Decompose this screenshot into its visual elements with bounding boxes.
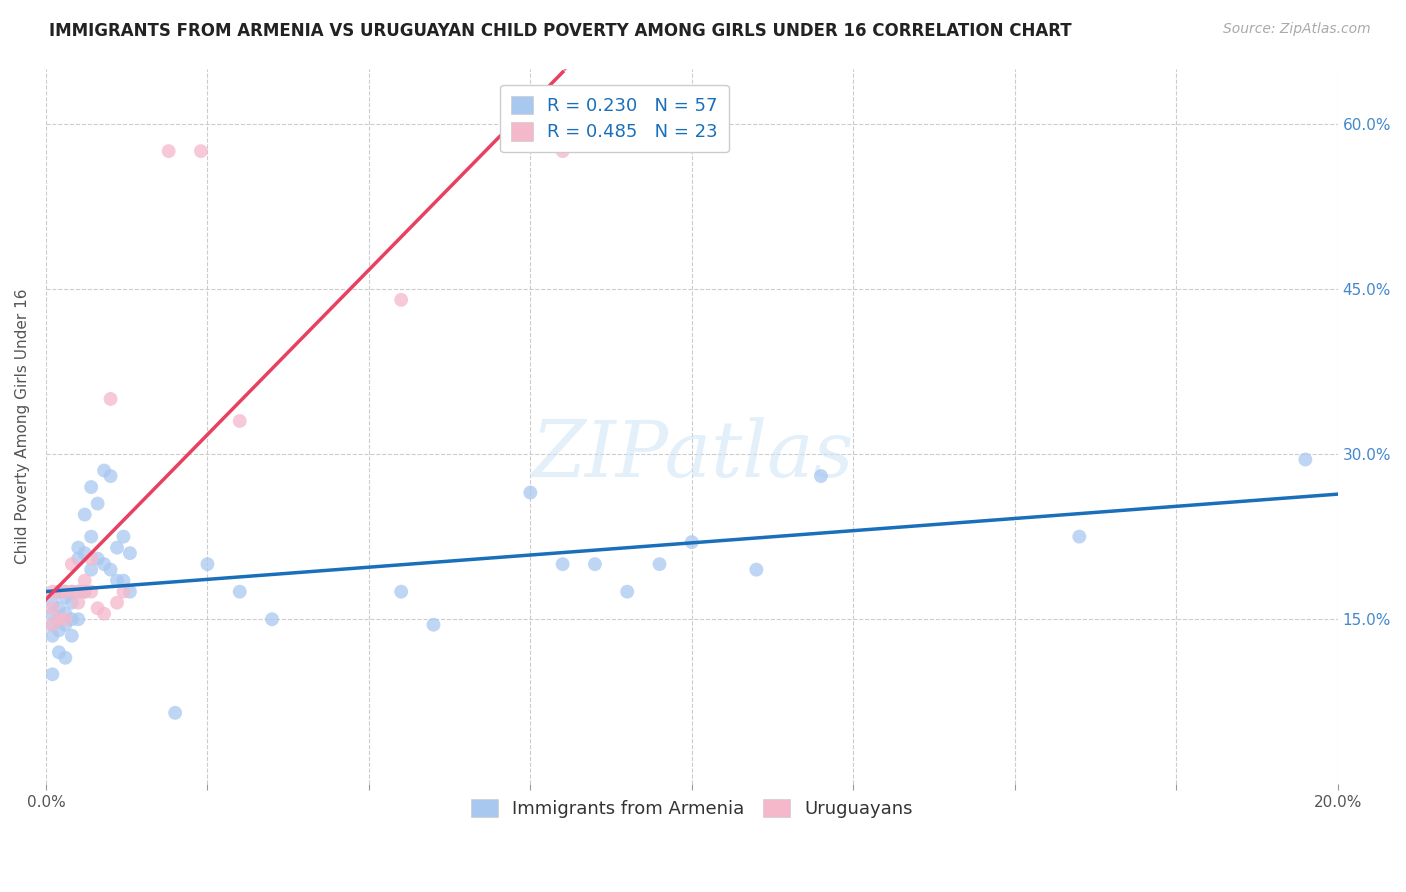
Point: [48, 645, 70, 659]
Point: [190, 144, 212, 158]
Point: [60, 596, 83, 610]
Point: [48, 601, 70, 615]
Point: [53, 584, 76, 599]
Point: [48, 584, 70, 599]
Point: [100, 392, 122, 406]
Point: [86, 601, 108, 615]
Point: [1294, 452, 1316, 467]
Point: [80, 584, 103, 599]
Point: [41, 617, 63, 632]
Point: [197, 557, 219, 571]
Point: [519, 485, 541, 500]
Point: [73, 574, 96, 588]
Point: [60, 584, 83, 599]
Point: [616, 584, 638, 599]
Legend: Immigrants from Armenia, Uruguayans: Immigrants from Armenia, Uruguayans: [464, 792, 920, 825]
Point: [48, 584, 70, 599]
Point: [118, 546, 141, 560]
Point: [67, 551, 90, 566]
Point: [67, 584, 90, 599]
Point: [67, 612, 90, 626]
Point: [551, 557, 574, 571]
Point: [53, 650, 76, 665]
Point: [810, 469, 832, 483]
Point: [53, 584, 76, 599]
Point: [41, 596, 63, 610]
Point: [389, 584, 412, 599]
Point: [80, 563, 103, 577]
Text: Source: ZipAtlas.com: Source: ZipAtlas.com: [1223, 22, 1371, 37]
Point: [260, 612, 283, 626]
Point: [53, 617, 76, 632]
Point: [80, 480, 103, 494]
Point: [41, 667, 63, 681]
Point: [551, 144, 574, 158]
Point: [112, 574, 135, 588]
Point: [48, 612, 70, 626]
Point: [583, 557, 606, 571]
Point: [105, 574, 128, 588]
Point: [157, 144, 180, 158]
Point: [100, 563, 122, 577]
Point: [105, 541, 128, 555]
Point: [105, 596, 128, 610]
Point: [48, 624, 70, 638]
Point: [86, 551, 108, 566]
Point: [73, 546, 96, 560]
Point: [60, 612, 83, 626]
Point: [648, 557, 671, 571]
Point: [93, 464, 115, 478]
Point: [228, 584, 250, 599]
Point: [86, 497, 108, 511]
Point: [80, 551, 103, 566]
Point: [67, 596, 90, 610]
Text: ZIPatlas: ZIPatlas: [530, 417, 853, 493]
Point: [112, 584, 135, 599]
Y-axis label: Child Poverty Among Girls Under 16: Child Poverty Among Girls Under 16: [15, 289, 30, 565]
Point: [93, 557, 115, 571]
Point: [73, 584, 96, 599]
Point: [41, 617, 63, 632]
Point: [73, 508, 96, 522]
Point: [41, 629, 63, 643]
Point: [228, 414, 250, 428]
Point: [80, 530, 103, 544]
Point: [100, 469, 122, 483]
Point: [60, 584, 83, 599]
Point: [53, 590, 76, 604]
Point: [41, 607, 63, 621]
Text: IMMIGRANTS FROM ARMENIA VS URUGUAYAN CHILD POVERTY AMONG GIRLS UNDER 16 CORRELAT: IMMIGRANTS FROM ARMENIA VS URUGUAYAN CHI…: [49, 22, 1071, 40]
Point: [112, 530, 135, 544]
Point: [73, 584, 96, 599]
Point: [53, 607, 76, 621]
Point: [745, 563, 768, 577]
Point: [93, 607, 115, 621]
Point: [1069, 530, 1091, 544]
Point: [60, 629, 83, 643]
Point: [48, 612, 70, 626]
Point: [41, 584, 63, 599]
Point: [422, 617, 444, 632]
Point: [681, 535, 703, 549]
Point: [53, 612, 76, 626]
Point: [60, 557, 83, 571]
Point: [67, 541, 90, 555]
Point: [41, 601, 63, 615]
Point: [118, 584, 141, 599]
Point: [165, 706, 187, 720]
Point: [389, 293, 412, 307]
Point: [67, 584, 90, 599]
